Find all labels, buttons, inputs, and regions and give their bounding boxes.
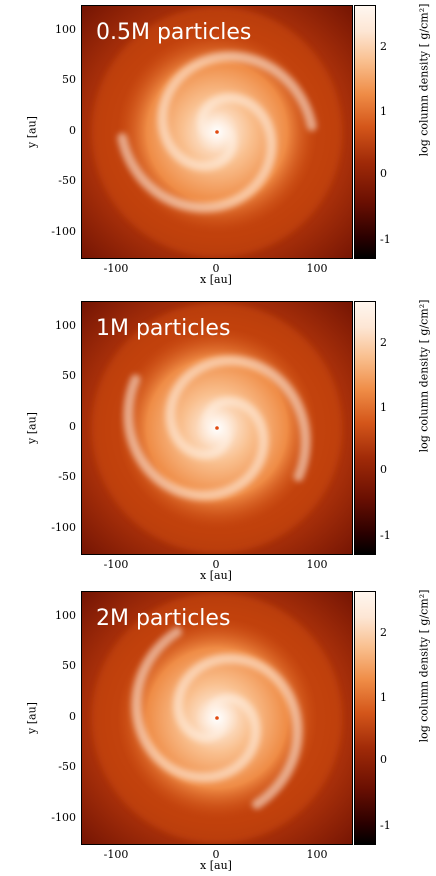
panel-title: 1M particles bbox=[96, 316, 231, 341]
x-tick-label: -100 bbox=[103, 848, 129, 861]
panel-title: 2M particles bbox=[96, 606, 231, 631]
colorbar-tick-label: 2 bbox=[380, 336, 387, 349]
y-tick-label: -100 bbox=[51, 811, 76, 824]
colorbar-label: log column density [ g/cm²] bbox=[417, 589, 431, 743]
x-axis-label: x [au] bbox=[200, 859, 232, 872]
y-tick-label: 0 bbox=[69, 124, 76, 137]
y-tick-label: -50 bbox=[58, 174, 76, 187]
y-tick-label: 0 bbox=[69, 420, 76, 433]
y-tick-label: 50 bbox=[62, 73, 76, 86]
disc-render bbox=[82, 302, 352, 554]
colorbar-tick-label: -1 bbox=[380, 529, 391, 542]
central-star bbox=[215, 426, 219, 430]
x-tick-label: 0 bbox=[212, 848, 220, 861]
density-image: 1M particles bbox=[81, 301, 353, 555]
x-tick-label: 100 bbox=[306, 262, 328, 275]
colorbar-label: log column density [ g/cm²] bbox=[417, 299, 431, 453]
y-tick-label: -100 bbox=[51, 521, 76, 534]
y-tick-label: -100 bbox=[51, 225, 76, 238]
central-star bbox=[215, 716, 219, 720]
y-tick-label: 50 bbox=[62, 659, 76, 672]
central-star bbox=[215, 130, 219, 134]
spiral-arm bbox=[173, 653, 303, 810]
colorbar bbox=[354, 5, 376, 259]
panel-title: 0.5M particles bbox=[96, 20, 252, 45]
colorbar-tick-label: 0 bbox=[380, 463, 387, 476]
colorbar-tick-label: 2 bbox=[380, 40, 387, 53]
colorbar-tick-label: 0 bbox=[380, 167, 387, 180]
y-tick-label: -50 bbox=[58, 760, 76, 773]
density-image: 2M particles bbox=[81, 591, 353, 845]
y-tick-label: 100 bbox=[55, 609, 76, 622]
x-axis-label: x [au] bbox=[200, 569, 232, 582]
disc-render bbox=[82, 6, 352, 258]
colorbar bbox=[354, 591, 376, 845]
y-tick-label: 0 bbox=[69, 710, 76, 723]
colorbar-label: log column density [ g/cm²] bbox=[417, 3, 431, 157]
y-tick-label: 50 bbox=[62, 369, 76, 382]
colorbar-tick-label: 1 bbox=[380, 105, 387, 118]
spiral-arm bbox=[157, 51, 317, 171]
simulation-panel-2: 1M particles y [au] x [au] log column de… bbox=[0, 296, 436, 586]
y-axis-label: y [au] bbox=[25, 412, 39, 444]
x-tick-label: 0 bbox=[212, 262, 220, 275]
x-tick-label: 0 bbox=[212, 558, 220, 571]
y-tick-label: 100 bbox=[55, 23, 76, 36]
spiral-arm bbox=[165, 355, 311, 482]
x-axis-label: x [au] bbox=[200, 273, 232, 286]
x-tick-label: 100 bbox=[306, 558, 328, 571]
colorbar-tick-label: 2 bbox=[380, 626, 387, 639]
simulation-panel-1: 0.5M particles y [au] x [au] log column … bbox=[0, 0, 436, 290]
y-axis-label: y [au] bbox=[25, 702, 39, 734]
colorbar-tick-label: 1 bbox=[380, 401, 387, 414]
colorbar-tick-label: -1 bbox=[380, 819, 391, 832]
x-tick-label: -100 bbox=[103, 262, 129, 275]
spiral-arm bbox=[117, 93, 277, 213]
colorbar bbox=[354, 301, 376, 555]
x-tick-label: 100 bbox=[306, 848, 328, 861]
simulation-panel-3: 2M particles y [au] x [au] log column de… bbox=[0, 586, 436, 876]
density-image: 0.5M particles bbox=[81, 5, 353, 259]
y-tick-label: -50 bbox=[58, 470, 76, 483]
spiral-arm bbox=[131, 626, 261, 783]
x-tick-label: -100 bbox=[103, 558, 129, 571]
disc-render bbox=[82, 592, 352, 844]
spiral-arm bbox=[123, 374, 269, 501]
y-tick-label: 100 bbox=[55, 319, 76, 332]
colorbar-tick-label: -1 bbox=[380, 233, 391, 246]
colorbar-tick-label: 0 bbox=[380, 753, 387, 766]
y-axis-label: y [au] bbox=[25, 116, 39, 148]
colorbar-tick-label: 1 bbox=[380, 691, 387, 704]
